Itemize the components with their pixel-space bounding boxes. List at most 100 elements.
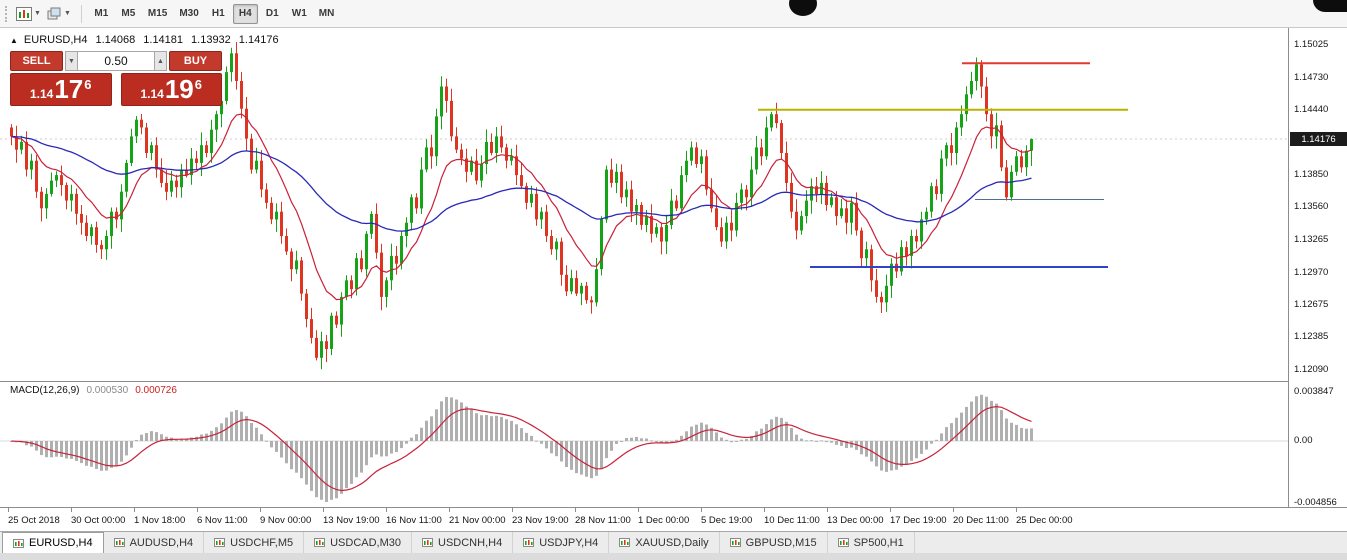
- sell-price-point: 6: [84, 77, 92, 92]
- symbol-label: EURUSD,H4: [23, 34, 88, 46]
- time-axis-label: 28 Nov 11:00: [575, 515, 631, 526]
- time-axis-label: 17 Dec 19:00: [890, 515, 947, 526]
- chart-tab-usdchf-m5[interactable]: USDCHF,M5: [204, 532, 305, 553]
- price-axis-label: 1.14730: [1294, 71, 1329, 83]
- chart-tab-eurusd-h4[interactable]: EURUSD,H4: [2, 532, 104, 553]
- chart-tab-label: AUDUSD,H4: [129, 536, 194, 549]
- price-chart[interactable]: [0, 28, 1289, 381]
- time-axis-tick: [827, 508, 828, 512]
- buy-price-pips: 19: [164, 74, 194, 104]
- mini-chart-icon: [422, 538, 434, 547]
- time-axis-label: 6 Nov 11:00: [197, 515, 248, 526]
- sell-button[interactable]: SELL: [10, 51, 63, 71]
- layers-icon: [47, 7, 62, 21]
- volume-increase-button[interactable]: ▲: [154, 51, 167, 71]
- time-axis-label: 16 Nov 11:00: [386, 515, 442, 526]
- time-axis-tick: [260, 508, 261, 512]
- mini-chart-icon: [837, 538, 849, 547]
- time-axis-tick: [449, 508, 450, 512]
- chevron-down-icon[interactable]: ▼: [63, 10, 71, 17]
- current-price-badge: 1.14176: [1290, 132, 1347, 146]
- toolbar-grip[interactable]: [5, 5, 9, 22]
- time-axis-label: 20 Dec 11:00: [953, 515, 1009, 526]
- chart-tab-label: EURUSD,H4: [29, 537, 93, 549]
- buy-price-point: 6: [194, 77, 202, 92]
- mini-chart-icon: [113, 538, 125, 547]
- top-toolbar: ▼ ▼ M1 M5 M15 M30 H1 H4 D1 W1 MN: [0, 0, 1347, 28]
- chevron-down-icon[interactable]: ▼: [34, 10, 41, 17]
- bottom-edge: [0, 553, 1347, 560]
- timeframe-button-h4[interactable]: H4: [232, 3, 258, 24]
- chart-tab-bar: EURUSD,H4 AUDUSD,H4 USDCHF,M5 USDCAD,M30 USD…: [0, 531, 1347, 553]
- timeframe-button-m1[interactable]: M1: [94, 8, 109, 19]
- timeframe-button-mn[interactable]: MN: [318, 8, 335, 19]
- timeframe-button-w1[interactable]: W1: [291, 8, 307, 19]
- camera-notch-artifact: [789, 0, 817, 16]
- price-scale[interactable]: 1.15025 1.14730 1.14440 1.13850 1.13560 1.132…: [1288, 28, 1347, 508]
- chart-tab-usdcad-m30[interactable]: USDCAD,M30: [304, 532, 413, 553]
- timeframe-button-h1[interactable]: H1: [211, 8, 225, 19]
- time-axis-tick: [638, 508, 639, 512]
- mini-chart-icon: [619, 538, 631, 547]
- chart-tab-usdcnh-h4[interactable]: USDCNH,H4: [412, 532, 514, 553]
- one-click-collapse-arrow[interactable]: ▲: [10, 35, 18, 45]
- new-chart-button[interactable]: ▼: [13, 3, 44, 25]
- timeframe-button-m5[interactable]: M5: [121, 8, 136, 19]
- time-axis-tick: [575, 508, 576, 512]
- close-value: 1.14176: [238, 34, 279, 46]
- panel-splitter[interactable]: [0, 381, 1347, 382]
- price-axis-label: 1.13265: [1294, 233, 1329, 245]
- price-axis-label: 1.13850: [1294, 169, 1329, 181]
- timeframe-button-m30[interactable]: M30: [179, 8, 199, 19]
- price-axis-label: 1.12675: [1294, 299, 1329, 311]
- chart-tab-sp500-h1[interactable]: SP500,H1: [828, 532, 915, 553]
- chart-tab-audusd-h4[interactable]: AUDUSD,H4: [104, 532, 205, 553]
- macd-indicator-panel[interactable]: [0, 382, 1289, 507]
- chart-tab-label: USDCHF,M5: [230, 536, 294, 549]
- profiles-button[interactable]: ▼: [44, 3, 74, 25]
- time-axis-label: 23 Nov 19:00: [512, 515, 569, 526]
- price-axis-label: 1.12090: [1294, 364, 1329, 375]
- buy-price-button[interactable]: 1.14 19 6: [120, 73, 222, 106]
- macd-name: MACD(12,26,9): [10, 385, 80, 396]
- chart-tab-label: XAUUSD,Daily: [635, 536, 709, 549]
- time-axis-tick: [386, 508, 387, 512]
- price-axis-label: 1.12385: [1294, 331, 1329, 343]
- price-chart-canvas[interactable]: [0, 28, 1289, 381]
- price-axis-label: 1.13560: [1294, 201, 1329, 213]
- macd-label: MACD(12,26,9) 0.000530 0.000726: [10, 385, 177, 396]
- chart-tab-xauusd-daily[interactable]: XAUUSD,Daily: [609, 532, 720, 553]
- macd-axis-label: 0.00: [1294, 435, 1313, 446]
- time-axis-label: 1 Nov 18:00: [134, 515, 186, 526]
- sell-price-base: 1.14: [29, 87, 54, 101]
- chart-icon: [16, 6, 32, 21]
- macd-main-value: 0.000530: [86, 385, 129, 396]
- timeframe-button-m15[interactable]: M15: [147, 8, 168, 19]
- volume-decrease-button[interactable]: ▼: [65, 51, 78, 71]
- price-axis-label: 1.12970: [1294, 266, 1329, 278]
- timeframe-group: M1 M5 M15 M30 H1 H4 D1 W1 MN: [89, 3, 339, 24]
- high-value: 1.14181: [143, 34, 184, 46]
- screen-corner-artifact: [1313, 0, 1347, 12]
- chart-tab-label: SP500,H1: [853, 536, 904, 549]
- open-value: 1.14068: [95, 34, 136, 46]
- time-axis-tick: [764, 508, 765, 512]
- chart-tab-label: USDCAD,M30: [330, 536, 402, 549]
- time-scale[interactable]: 25 Oct 2018 30 Oct 00:00 1 Nov 18:00 6 Nov …: [0, 507, 1347, 531]
- chart-tab-gbpusd-m15[interactable]: GBPUSD,M15: [720, 532, 828, 553]
- buy-button[interactable]: BUY: [169, 51, 222, 71]
- mini-chart-icon: [13, 538, 24, 548]
- macd-chart-canvas[interactable]: [0, 382, 1289, 507]
- time-axis-tick: [197, 508, 198, 512]
- time-axis-tick: [890, 508, 891, 512]
- chart-tab-usdjpy-h4[interactable]: USDJPY,H4: [513, 532, 610, 553]
- volume-input[interactable]: 0.50: [78, 51, 154, 71]
- buy-price-base: 1.14: [140, 87, 164, 101]
- time-axis-tick: [701, 508, 702, 512]
- time-axis-label: 13 Nov 19:00: [323, 515, 380, 526]
- sell-price-button[interactable]: 1.14 17 6: [10, 73, 112, 106]
- timeframe-button-d1[interactable]: D1: [265, 8, 279, 19]
- time-axis-label: 25 Dec 00:00: [1016, 515, 1073, 526]
- chart-tab-label: USDCNH,H4: [438, 536, 503, 549]
